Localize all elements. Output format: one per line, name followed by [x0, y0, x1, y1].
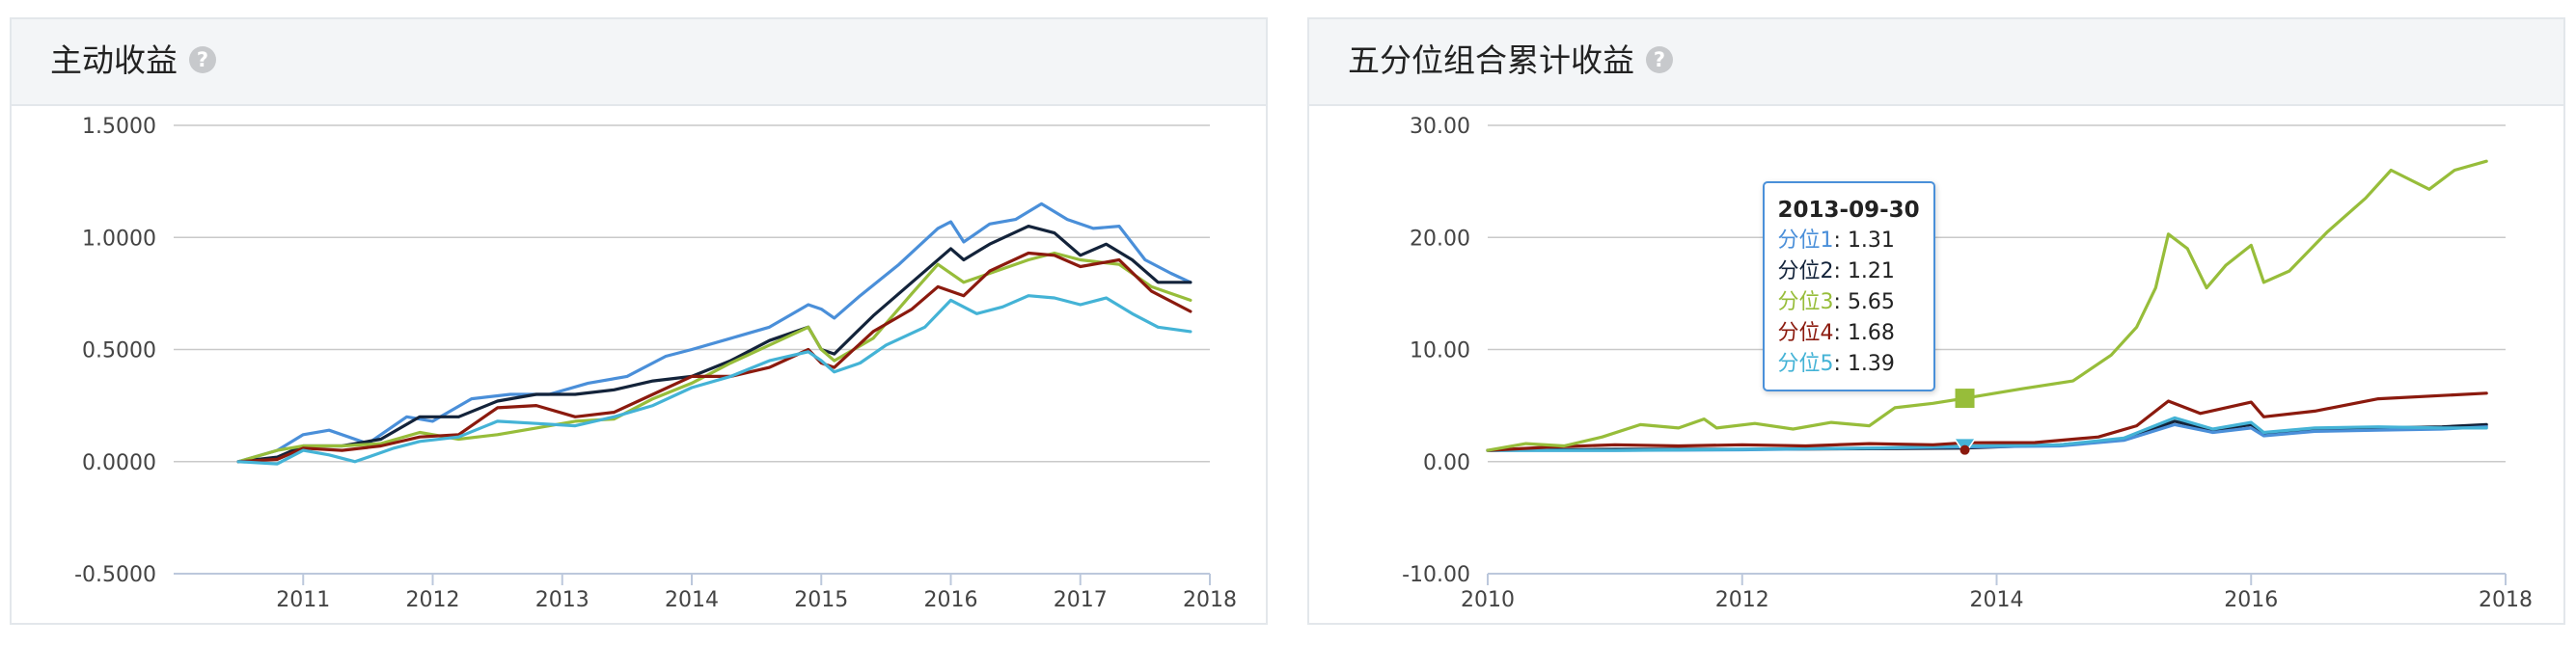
tooltip-value: 1.39: [1847, 352, 1895, 376]
tooltip-series-label: 分位3: [1777, 290, 1834, 314]
tooltip-series-label: 分位5: [1777, 352, 1834, 376]
y-tick-label: 30.00: [1410, 115, 1470, 139]
y-tick-label: 0.5000: [82, 339, 156, 363]
x-tick-label: 2018: [1183, 588, 1237, 612]
quintile-cumulative-return-panel: 五分位组合累计收益? 30.00 20.00 10.00 0.00 -10.00 2010…: [1307, 17, 2565, 625]
tooltip-row-q3: 分位3: 5.65: [1778, 287, 1920, 318]
tooltip-separator: :: [1833, 290, 1848, 314]
x-tick-label: 2012: [406, 588, 460, 612]
tooltip-value: 1.31: [1847, 229, 1895, 253]
hover-marker-q3: [1955, 389, 1975, 409]
panel-title-text: 主动收益: [50, 41, 178, 79]
tooltip-value: 5.65: [1847, 290, 1895, 314]
series-line-q3: [1486, 159, 2488, 452]
tooltip-series-label: 分位4: [1777, 321, 1834, 345]
series-line-q2: [236, 225, 1192, 464]
x-tick-label: 2018: [2479, 588, 2533, 612]
series-line-q1: [236, 202, 1192, 464]
tooltip-separator: :: [1833, 321, 1848, 345]
tooltip-series-label: 分位1: [1777, 229, 1834, 253]
series-line-q5: [1486, 416, 2488, 452]
series-line-q4: [236, 251, 1192, 464]
y-tick-label: 1.5000: [82, 115, 156, 139]
tooltip-separator: :: [1833, 259, 1848, 283]
x-tick-label: 2014: [665, 588, 719, 612]
chart-tooltip: 2013-09-30 分位1: 1.31 分位2: 1.21 分位3: 5.65 分位4…: [1762, 181, 1935, 391]
y-tick-label: 20.00: [1410, 227, 1470, 251]
tooltip-series-label: 分位2: [1777, 259, 1834, 283]
y-tick-label: -10.00: [1402, 563, 1470, 587]
panel-header: 主动收益?: [12, 19, 1266, 106]
tooltip-value: 1.21: [1847, 259, 1895, 283]
panel-title-text: 五分位组合累计收益: [1348, 41, 1634, 79]
x-tick-label: 2010: [1461, 588, 1515, 612]
active-return-panel: 主动收益? 1.5000 1.0000 0.5000 0.0000 -0.5000 201…: [10, 17, 1268, 625]
active-return-chart: 1.5000 1.0000 0.5000 0.0000 -0.5000 2011 2012 2…: [74, 115, 1237, 612]
x-tick-label: 2017: [1054, 588, 1108, 612]
hover-marker-q4: [1959, 444, 1970, 455]
tooltip-separator: :: [1833, 229, 1848, 253]
tooltip-row-q1: 分位1: 1.31: [1778, 226, 1920, 256]
panel-title: 主动收益?: [50, 41, 216, 80]
y-tick-label: 10.00: [1410, 339, 1470, 363]
tooltip-separator: :: [1833, 352, 1848, 376]
y-tick-label: 0.00: [1423, 451, 1470, 475]
question-circle-icon[interactable]: ?: [189, 45, 216, 73]
tooltip-date: 2013-09-30: [1777, 198, 1920, 223]
x-tick-label: 2011: [276, 588, 330, 612]
series-line-q3: [236, 251, 1192, 464]
series-line-q4: [1486, 391, 2488, 452]
tooltip-row-q2: 分位2: 1.21: [1778, 256, 1920, 287]
x-tick-label: 2012: [1715, 588, 1769, 612]
y-tick-label: -0.5000: [74, 563, 156, 587]
x-tick-label: 2016: [924, 588, 978, 612]
x-tick-label: 2016: [2224, 588, 2278, 612]
y-tick-label: 0.0000: [82, 451, 156, 475]
tooltip-row-q5: 分位5: 1.39: [1778, 349, 1920, 380]
x-tick-label: 2015: [794, 588, 848, 612]
panel-title: 五分位组合累计收益?: [1348, 41, 1673, 80]
x-tick-label: 2013: [535, 588, 589, 612]
tooltip-row-q4: 分位4: 1.68: [1778, 318, 1920, 349]
question-circle-icon[interactable]: ?: [1646, 45, 1673, 73]
series-line-q5: [236, 294, 1192, 466]
panel-header: 五分位组合累计收益?: [1309, 19, 2563, 106]
x-tick-label: 2014: [1970, 588, 2024, 612]
tooltip-value: 1.68: [1847, 321, 1895, 345]
y-tick-label: 1.0000: [82, 227, 156, 251]
